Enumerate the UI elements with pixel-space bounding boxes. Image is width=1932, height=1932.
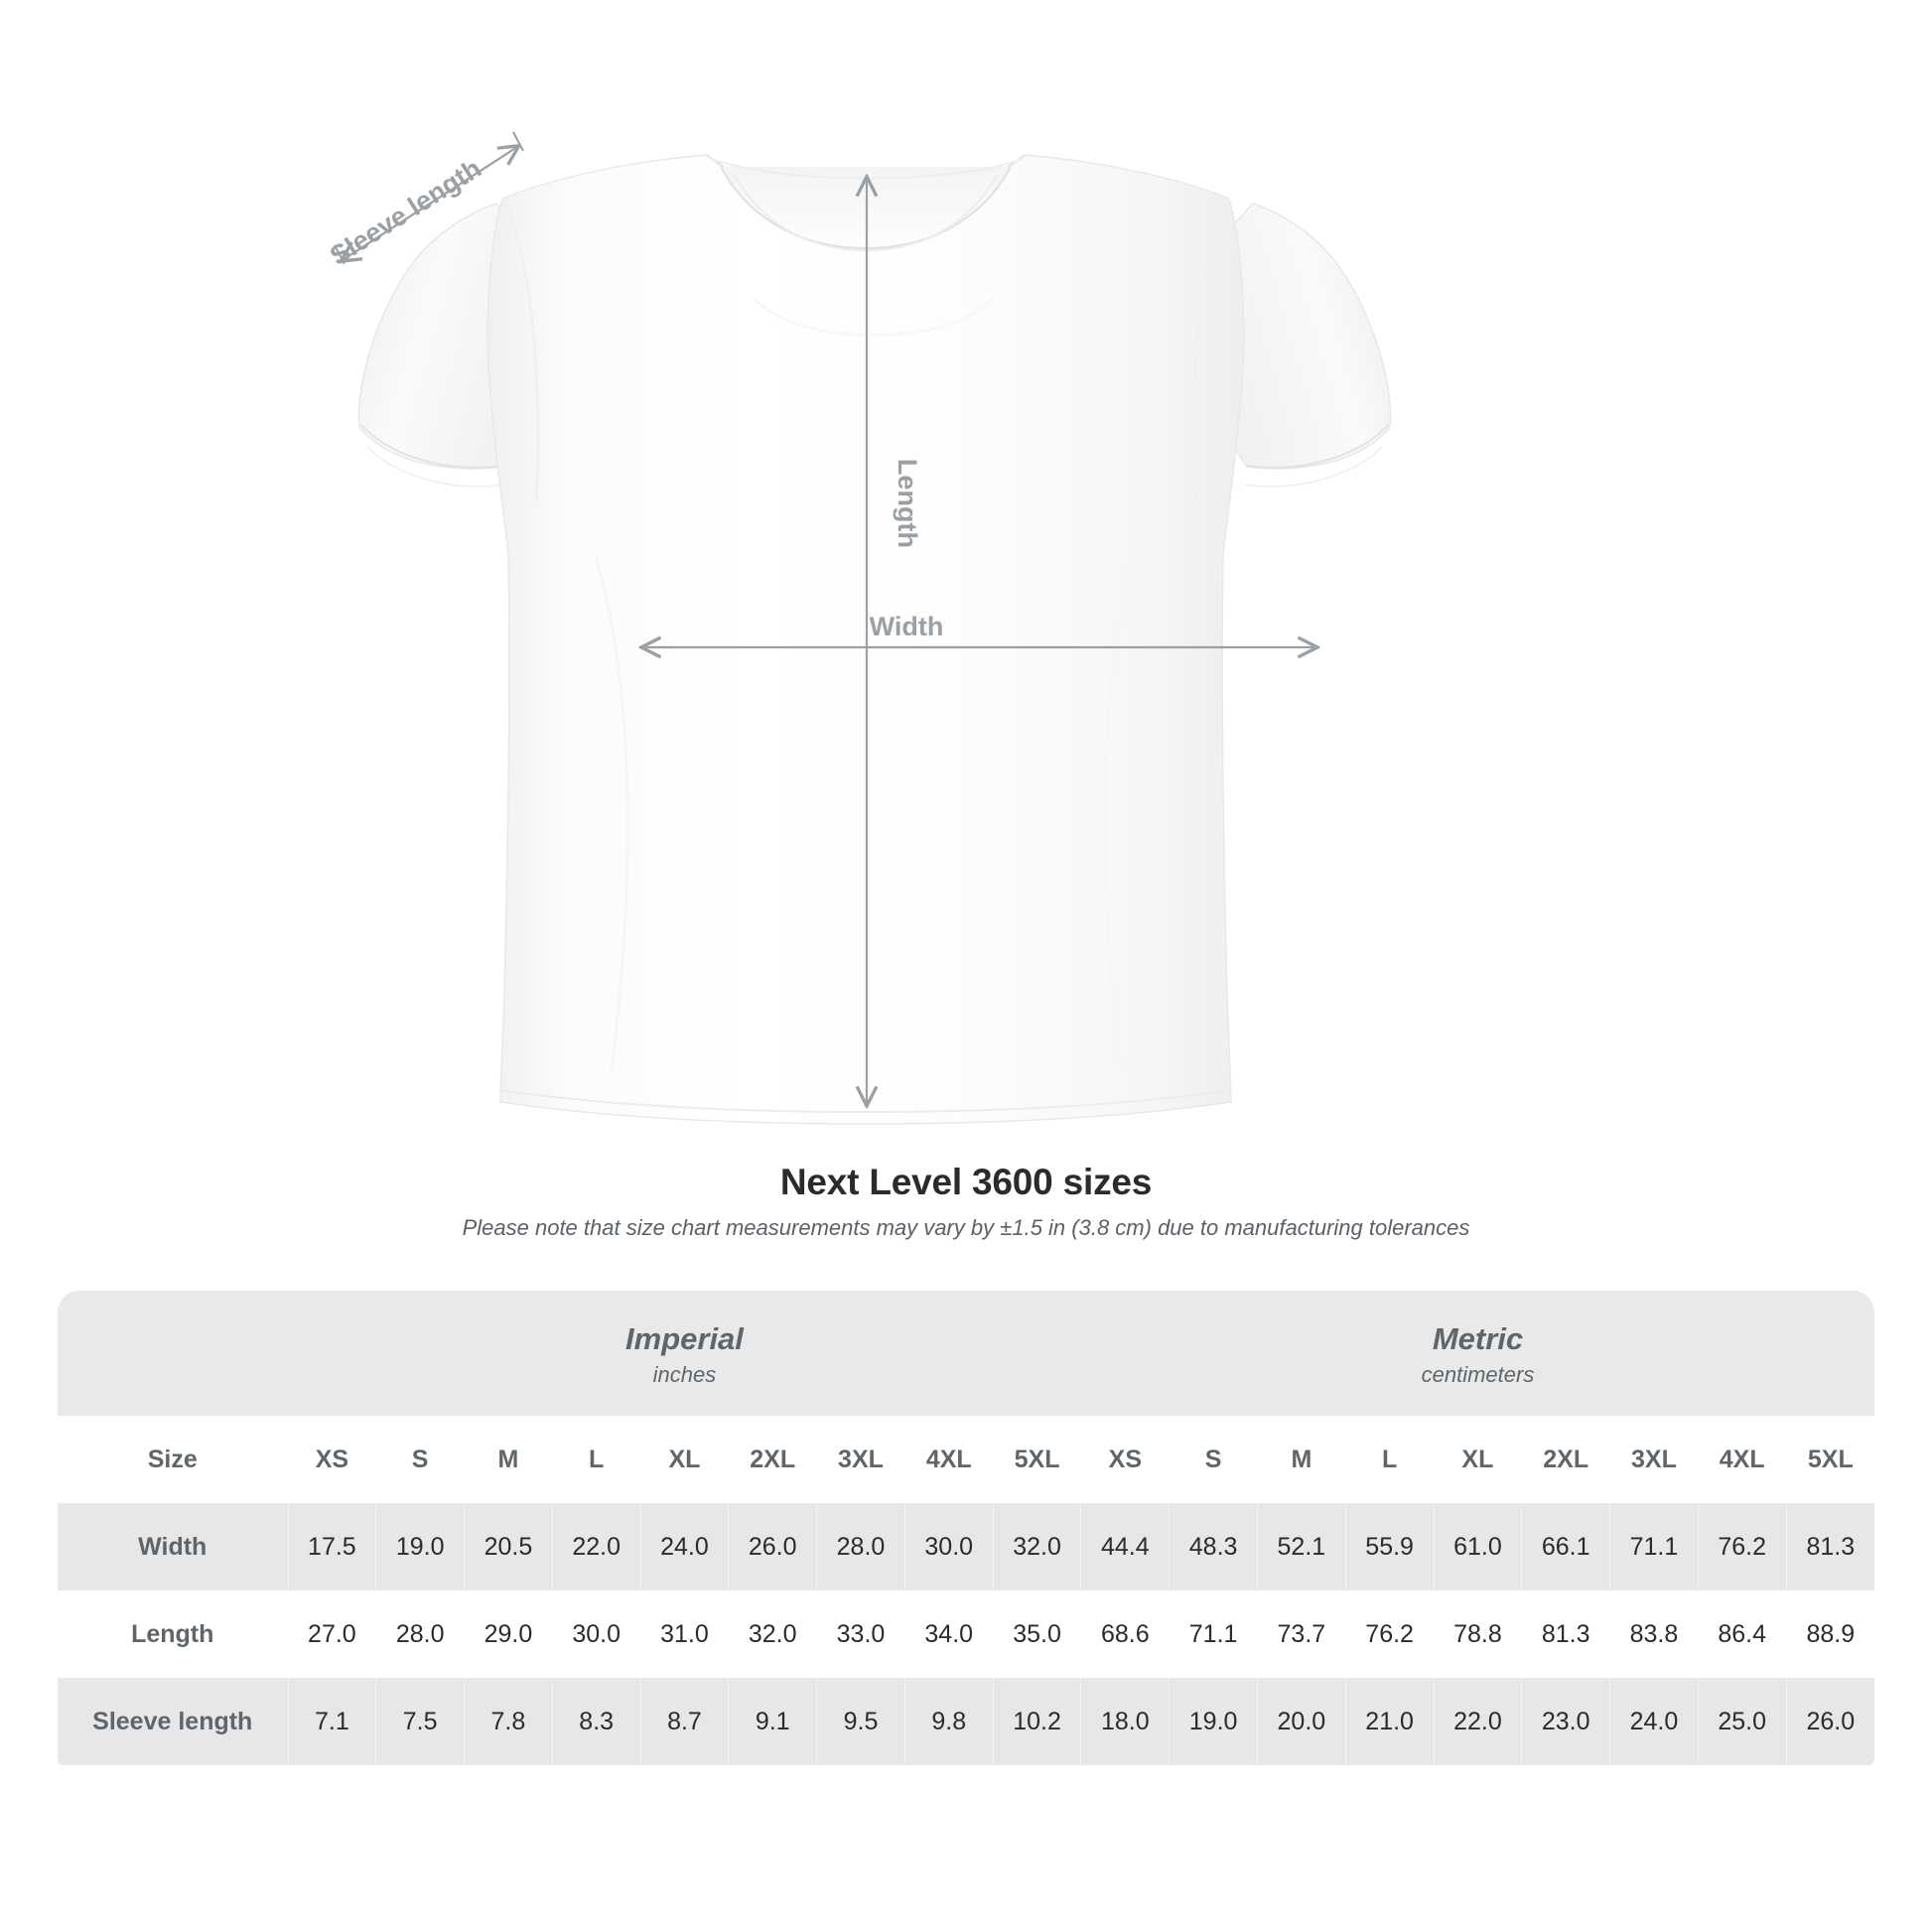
size-header-3xl: 3XL [1609,1416,1699,1503]
size-header-m: M [1256,1416,1346,1503]
table-cell: 71.1 [1609,1503,1699,1590]
table-cell: 24.0 [639,1503,729,1590]
size-header-label: Size [58,1416,288,1503]
table-cell: 23.0 [1521,1678,1610,1765]
table-cell: 78.8 [1433,1590,1522,1678]
size-header-5xl: 5XL [1785,1416,1874,1503]
table-cell: 20.0 [1256,1678,1346,1765]
table-cell: 21.0 [1344,1678,1435,1765]
table-cell: 73.7 [1256,1590,1346,1678]
table-cell: 81.3 [1785,1503,1874,1590]
table-cell: 76.2 [1697,1503,1787,1590]
size-header-2xl: 2XL [728,1416,817,1503]
table-cell: 29.0 [464,1590,553,1678]
table-cell: 83.8 [1609,1590,1699,1678]
table-cell: 9.8 [903,1678,994,1765]
size-header-s: S [375,1416,465,1503]
size-header-xl: XL [1433,1416,1522,1503]
table-cell: 27.0 [287,1590,376,1678]
table-cell: 34.0 [903,1590,994,1678]
table-cell: 68.6 [1080,1590,1170,1678]
table-cell: 71.1 [1169,1590,1258,1678]
table-cell: 86.4 [1697,1590,1787,1678]
row-label-length: Length [58,1590,288,1678]
size-header-row: Size XS S M L XL 2XL 3XL 4XL 5XL XS S M L XL 2XL 3XL 4XL 5… [58,1416,1874,1503]
unit-group-subtitle: centimeters [1421,1362,1535,1387]
table-cell: 9.1 [728,1678,817,1765]
size-header-m: M [464,1416,553,1503]
sleeve-length-annotation [334,131,524,265]
size-header-4xl: 4XL [903,1416,994,1503]
table-cell: 66.1 [1521,1503,1610,1590]
table-cell: 35.0 [992,1590,1081,1678]
table-cell: 26.0 [1785,1678,1874,1765]
table-row: Length 27.0 28.0 29.0 30.0 31.0 32.0 33.0 34.0 35… [58,1590,1874,1678]
unit-group-imperial: Imperial inches [288,1291,1081,1416]
table-cell: 7.1 [287,1678,376,1765]
row-label-sleeve-length: Sleeve length [58,1678,288,1765]
size-table: Imperial inches Metric centimeters Size XS S M L… [58,1291,1874,1765]
size-header-5xl: 5XL [992,1416,1081,1503]
size-header-s: S [1169,1416,1258,1503]
length-label: Length [893,459,922,548]
page-title: Next Level 3600 sizes [779,1162,1153,1202]
page-subtitle: Please note that size chart measurements… [462,1215,1470,1240]
table-cell: 19.0 [375,1503,465,1590]
table-cell: 7.8 [464,1678,553,1765]
unit-group-subtitle: inches [652,1362,717,1387]
table-cell: 18.0 [1080,1678,1170,1765]
size-header-xs: XS [287,1416,376,1503]
table-cell: 61.0 [1433,1503,1522,1590]
table-cell: 10.2 [992,1678,1081,1765]
table-cell: 32.0 [728,1590,817,1678]
table-cell: 22.0 [551,1503,641,1590]
table-cell: 44.4 [1080,1503,1170,1590]
size-header-4xl: 4XL [1697,1416,1787,1503]
garment-diagram: Sleeve length Length Width [325,131,1392,1125]
table-cell: 20.5 [464,1503,553,1590]
table-cell: 32.0 [992,1503,1081,1590]
table-cell: 55.9 [1344,1503,1435,1590]
width-label: Width [870,612,944,641]
table-cell: 48.3 [1169,1503,1258,1590]
table-cell: 28.0 [816,1503,905,1590]
table-cell: 76.2 [1344,1590,1435,1678]
table-row: Width 17.5 19.0 20.5 22.0 24.0 26.0 28.0 30.0 32.… [58,1503,1874,1590]
table-cell: 8.7 [639,1678,729,1765]
table-cell: 19.0 [1169,1678,1258,1765]
table-cell: 81.3 [1521,1590,1610,1678]
table-cell: 24.0 [1609,1678,1699,1765]
table-row: Sleeve length 7.1 7.5 7.8 8.3 8.7 9.1 9.5 9.8 10.… [58,1678,1874,1765]
unit-group-name: Imperial [625,1321,744,1356]
size-header-xl: XL [639,1416,729,1503]
table-cell: 22.0 [1433,1678,1522,1765]
table-cell: 88.9 [1785,1590,1874,1678]
unit-group-metric: Metric centimeters [1080,1291,1874,1416]
table-cell: 26.0 [728,1503,817,1590]
unit-band-row: Imperial inches Metric centimeters [58,1291,1874,1416]
size-header-3xl: 3XL [816,1416,905,1503]
table-cell: 25.0 [1697,1678,1787,1765]
table-cell: 31.0 [639,1590,729,1678]
size-header-l: L [551,1416,641,1503]
unit-group-name: Metric [1432,1321,1524,1356]
table-cell: 30.0 [551,1590,641,1678]
table-cell: 7.5 [375,1678,465,1765]
size-table-container: Imperial inches Metric centimeters Size XS S M L… [58,1291,1874,1765]
table-cell: 17.5 [287,1503,376,1590]
table-cell: 8.3 [551,1678,641,1765]
size-header-xs: XS [1080,1416,1170,1503]
table-cell: 9.5 [816,1678,905,1765]
table-cell: 30.0 [903,1503,994,1590]
table-cell: 52.1 [1256,1503,1346,1590]
unit-band-spacer [58,1291,288,1416]
row-label-width: Width [58,1503,288,1590]
size-header-l: L [1344,1416,1435,1503]
size-header-2xl: 2XL [1521,1416,1610,1503]
table-cell: 33.0 [816,1590,905,1678]
table-cell: 28.0 [375,1590,465,1678]
title-block: Next Level 3600 sizes Please note that s… [0,1160,1932,1242]
